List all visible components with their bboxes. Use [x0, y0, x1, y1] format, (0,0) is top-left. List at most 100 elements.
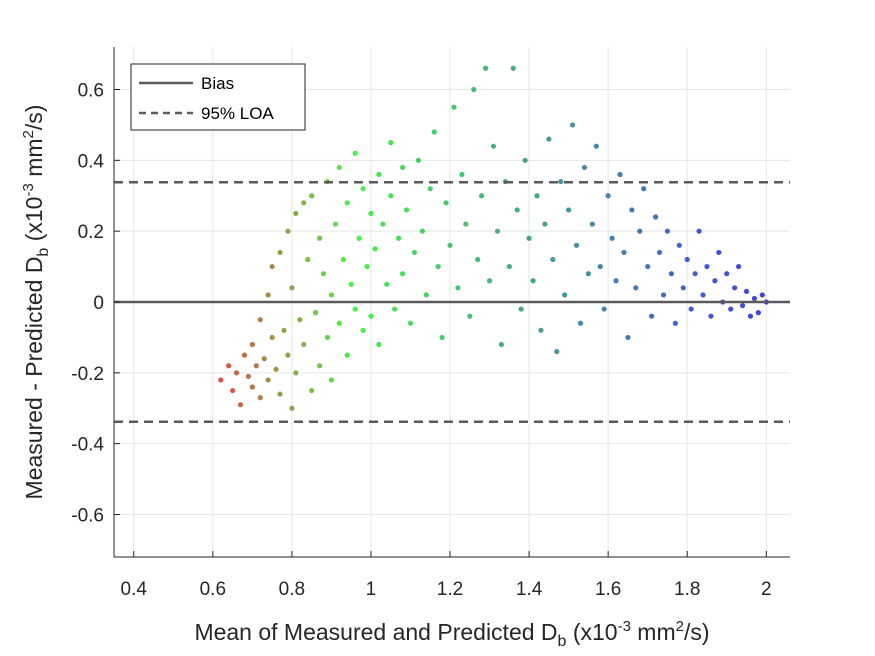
data-point — [641, 186, 647, 192]
data-point — [328, 377, 335, 383]
data-point — [652, 214, 659, 220]
data-point — [316, 363, 323, 369]
y-tick-label: -0.4 — [71, 435, 104, 456]
data-point — [293, 210, 299, 217]
data-point — [577, 320, 584, 326]
data-point — [218, 377, 224, 383]
data-point — [554, 348, 560, 355]
data-point — [569, 122, 576, 128]
x-tick-label: 1.6 — [595, 579, 621, 600]
data-point — [451, 104, 457, 110]
data-point — [249, 384, 255, 390]
data-point — [684, 256, 690, 263]
data-point — [728, 306, 734, 312]
data-point — [419, 228, 425, 234]
data-point — [633, 285, 639, 291]
data-point — [743, 288, 750, 294]
data-point — [277, 249, 283, 256]
data-point — [368, 313, 374, 319]
data-point — [538, 327, 544, 333]
data-point — [344, 352, 350, 358]
data-point — [585, 271, 591, 277]
x-axis-label: Mean of Measured and Predicted Db (x10-3… — [194, 618, 709, 650]
data-point — [510, 65, 516, 71]
data-point — [656, 249, 663, 256]
data-point — [566, 207, 572, 213]
data-point — [301, 341, 307, 348]
data-point — [352, 306, 358, 312]
data-point — [277, 391, 283, 397]
data-point — [364, 263, 370, 270]
data-point — [320, 271, 327, 277]
x-tick-label: 0.8 — [279, 579, 305, 600]
data-point — [233, 370, 240, 376]
data-point — [253, 363, 259, 369]
data-point — [301, 200, 307, 206]
data-point — [759, 292, 765, 298]
data-point — [708, 313, 714, 319]
data-point — [332, 221, 338, 227]
data-point — [625, 334, 631, 341]
data-point — [724, 271, 730, 277]
data-point — [372, 246, 378, 252]
data-point — [664, 228, 671, 234]
data-point — [245, 373, 252, 379]
data-point — [542, 221, 548, 227]
x-tick-label: 1.8 — [674, 579, 700, 600]
data-point — [328, 292, 335, 298]
data-point — [427, 186, 433, 192]
data-point — [313, 310, 319, 316]
data-point — [265, 292, 271, 298]
data-point — [704, 263, 710, 270]
x-tick-label: 1 — [366, 579, 377, 600]
data-point — [237, 402, 244, 408]
data-point — [479, 193, 485, 199]
data-point — [562, 292, 568, 298]
data-point — [601, 306, 607, 312]
data-point — [716, 249, 722, 256]
data-point — [463, 221, 469, 227]
y-tick-label: -0.2 — [71, 364, 104, 385]
data-point — [498, 341, 505, 348]
data-point — [581, 164, 588, 171]
y-tick-label: 0 — [93, 293, 104, 314]
data-point — [467, 313, 473, 319]
data-point — [411, 249, 418, 256]
data-point — [494, 228, 501, 234]
data-point — [289, 285, 295, 291]
data-point — [396, 235, 402, 241]
data-point — [490, 143, 497, 149]
legend-label-loa: 95% LOA — [201, 104, 274, 123]
data-point — [229, 387, 236, 394]
data-point — [356, 235, 362, 241]
data-point — [261, 356, 267, 362]
data-point — [368, 210, 374, 217]
data-point — [688, 306, 694, 312]
data-point — [593, 143, 599, 149]
legend: Bias 95% LOA — [130, 63, 306, 131]
data-point — [324, 334, 331, 341]
data-point — [380, 221, 386, 227]
data-point — [597, 263, 603, 270]
data-point — [609, 235, 615, 241]
data-point — [384, 281, 390, 287]
data-point — [226, 363, 232, 369]
data-point — [712, 278, 718, 284]
data-point — [534, 193, 540, 199]
data-point — [265, 377, 271, 383]
x-tick-label: 0.6 — [200, 579, 226, 600]
data-point — [668, 271, 675, 277]
data-point — [459, 171, 465, 178]
data-point — [645, 263, 651, 270]
data-point — [297, 317, 303, 323]
data-point — [530, 278, 536, 284]
data-point — [589, 221, 595, 227]
data-point — [486, 278, 493, 284]
data-point — [506, 263, 512, 270]
data-point — [388, 140, 394, 146]
data-point — [700, 292, 706, 298]
data-point — [739, 302, 746, 309]
y-axis-label: Measured - Predicted Db (x10-3 mm2/s) — [20, 105, 52, 500]
legend-box — [130, 63, 306, 131]
data-point — [348, 281, 354, 287]
